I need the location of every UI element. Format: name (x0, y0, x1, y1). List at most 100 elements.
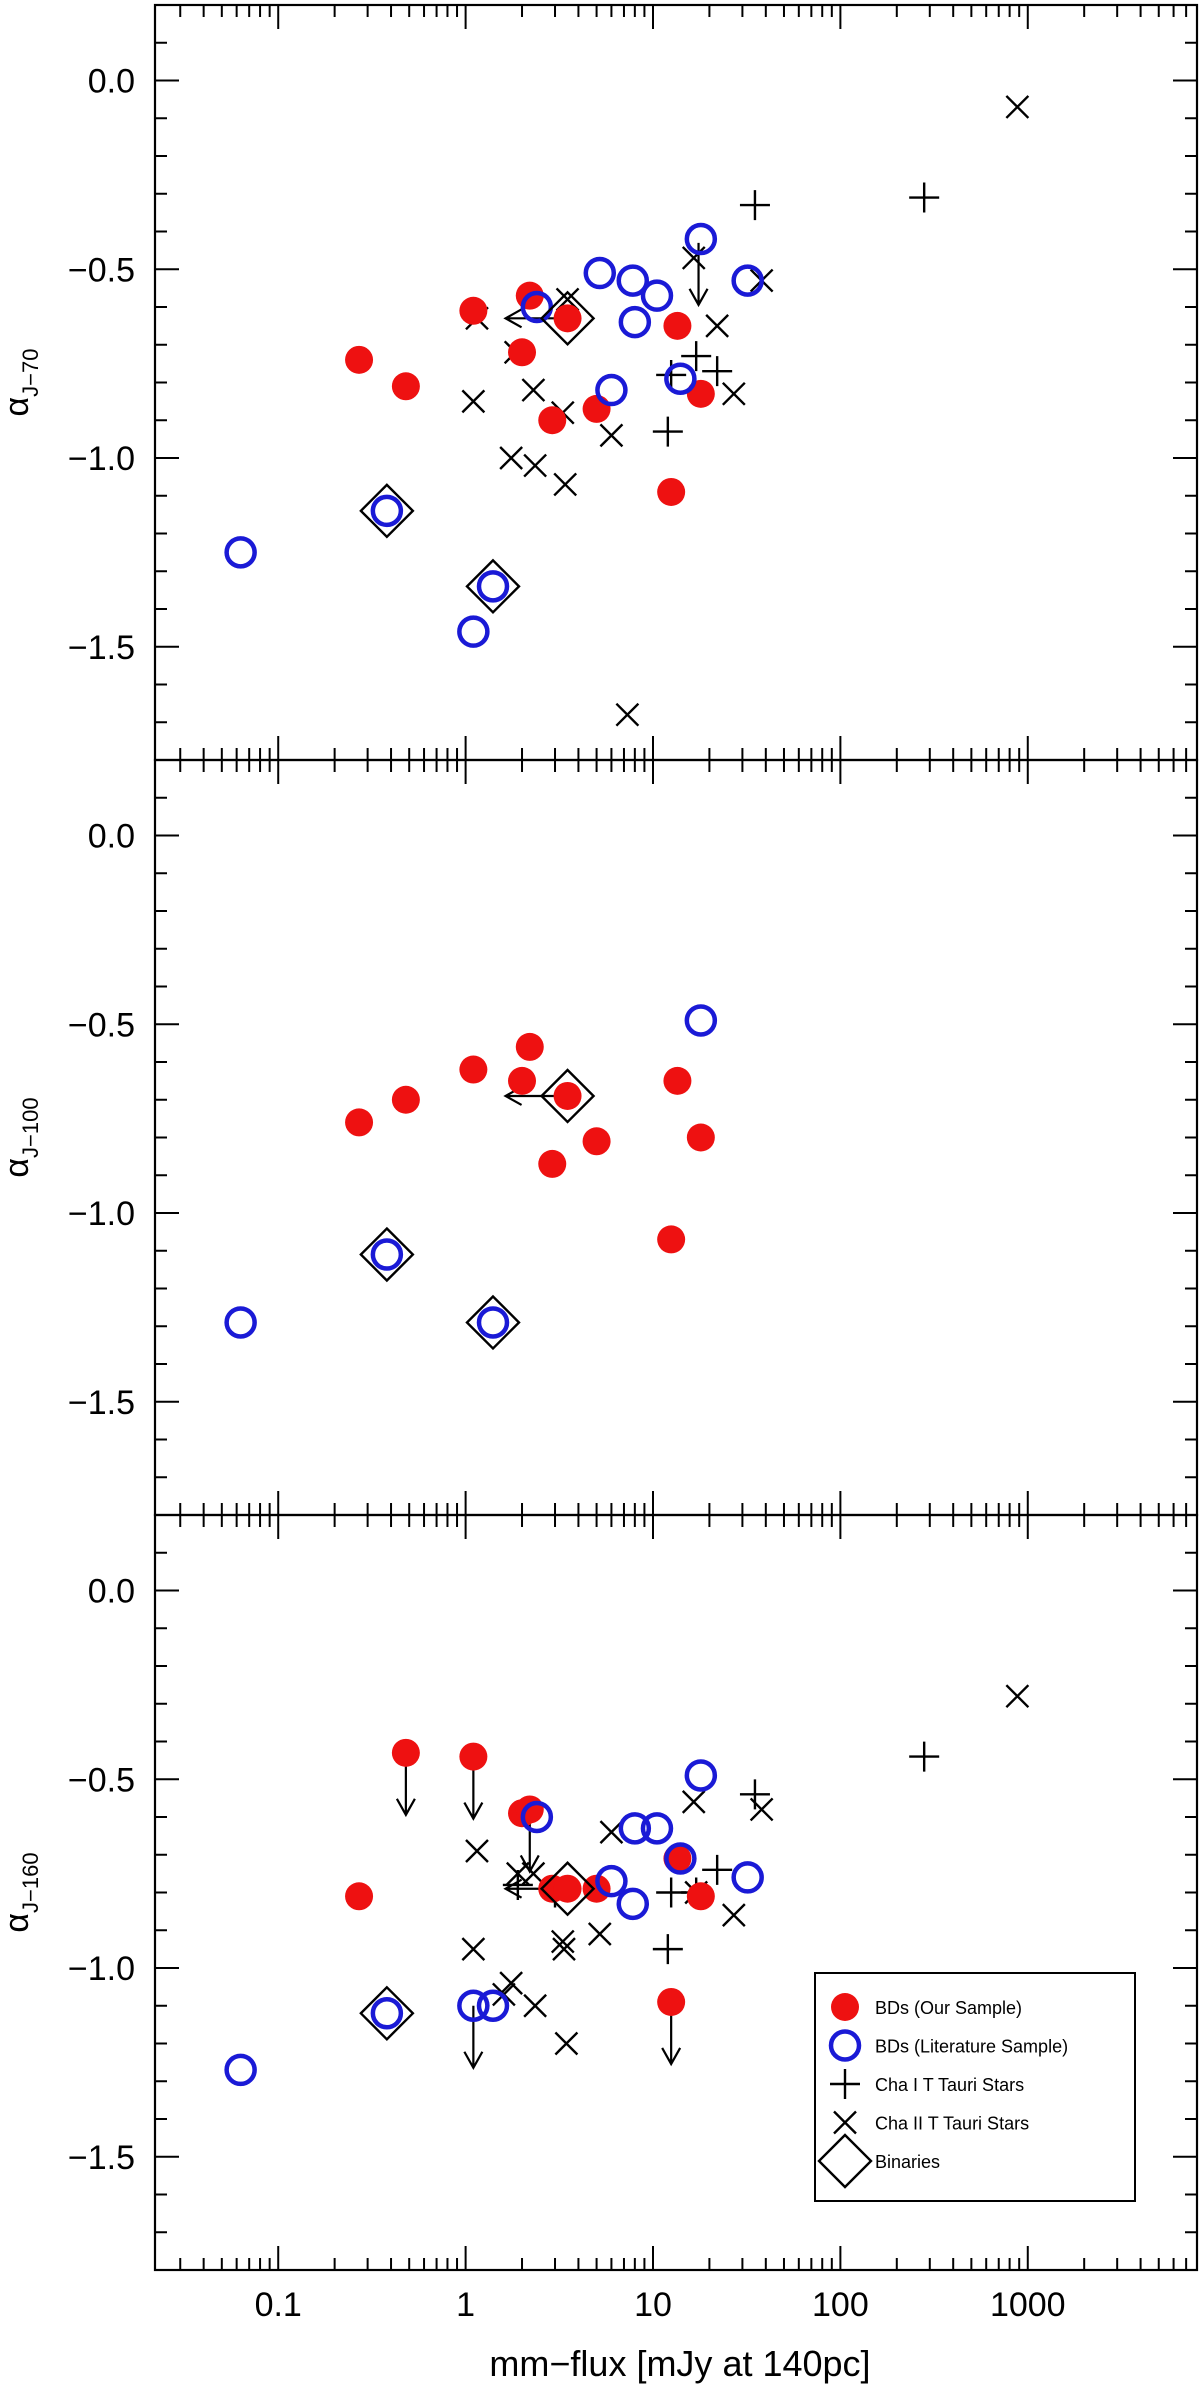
point-plus (909, 182, 940, 213)
panel-1: 0.0 −0.5 −1.0 −1.5 αJ−70 (0, 3, 1199, 762)
legend-marker-plus (830, 2069, 860, 2099)
point-red-dot (663, 311, 692, 340)
point-blue-circle (616, 1887, 650, 1921)
point-plus (702, 356, 733, 387)
point-cross (523, 453, 547, 478)
point-diamond (359, 1226, 415, 1283)
point-cross (550, 1929, 575, 1954)
y-tick-label: −1.5 (68, 2139, 135, 2177)
y-axis-label: αJ−100 (0, 1097, 43, 1177)
legend-label: BDs (Our Sample) (875, 1998, 1022, 2018)
series-plus (652, 182, 940, 447)
y-tick-label: 0.0 (88, 818, 135, 856)
point-red-dot (515, 1795, 544, 1824)
point-red-dot (657, 477, 686, 506)
y-axis-label-alpha: α (0, 397, 36, 417)
point-blue-circle (731, 264, 764, 297)
y-axis-label-subscript: J−100 (18, 1097, 43, 1158)
y-tick-label: −0.5 (68, 251, 135, 289)
point-blue-circle (520, 1800, 554, 1834)
series-blue-circle (224, 222, 764, 648)
y-axis-label: αJ−160 (0, 1852, 43, 1932)
legend-marker-diamond (817, 2133, 873, 2189)
point-cross (554, 2031, 579, 2056)
point-blue-circle (664, 1842, 697, 1875)
y-axis-label-subscript: J−160 (18, 1852, 43, 1913)
x-tick-label: 1000 (990, 2286, 1066, 2324)
point-blue-circle (476, 1989, 510, 2022)
point-cross (499, 446, 524, 470)
y-tick-label: −1.5 (68, 629, 135, 667)
point-cross (681, 1790, 706, 1814)
y-axis-label-alpha: α (0, 1158, 36, 1178)
panel-frame (153, 3, 1199, 762)
point-red-dot (657, 1987, 686, 2016)
point-blue-circle (520, 290, 554, 324)
y-axis-label-alpha: α (0, 1913, 36, 1933)
point-blue-circle (224, 1306, 257, 1339)
y-tick-label: −1.0 (68, 440, 135, 478)
point-red-dot (582, 1874, 611, 1903)
point-red-dot (515, 1032, 544, 1061)
y-axis-label: αJ−70 (0, 349, 43, 417)
y-axis-label-subscript: J−70 (18, 349, 43, 397)
point-red-dot (459, 1742, 488, 1771)
point-blue-circle (618, 1812, 652, 1845)
upper-limit-arrow (463, 2005, 484, 2070)
point-red-dot (345, 1108, 374, 1137)
point-cross (1005, 95, 1030, 119)
point-diamond (359, 483, 415, 539)
point-red-dot (391, 1085, 420, 1114)
point-plus (739, 1779, 770, 1810)
x-tick-label: 100 (812, 2286, 869, 2324)
point-blue-circle (476, 570, 510, 603)
point-red-dot (657, 1225, 686, 1254)
point-plus (909, 1741, 940, 1772)
series-diamond (359, 1861, 596, 2041)
x-tick-label: 1 (456, 2286, 475, 2324)
legend: BDs (Our Sample) BDs (Literature Sample) C… (814, 1972, 1136, 2202)
point-blue-circle (370, 494, 404, 528)
point-red-dot (553, 1081, 582, 1110)
legend-marker-cross (833, 2110, 857, 2135)
point-blue-circle (640, 279, 674, 312)
series-cross (461, 95, 1030, 727)
point-blue-circle (595, 373, 628, 407)
y-tick-label: −0.5 (68, 1761, 135, 1799)
point-diamond (359, 1985, 415, 2041)
y-tick-label: 0.0 (88, 63, 135, 101)
point-blue-circle (370, 1997, 404, 2030)
point-blue-circle (457, 1989, 490, 2022)
series-blue-circle (224, 1004, 718, 1339)
point-red-dot (345, 345, 374, 374)
panel-2: 0.0 −0.5 −1.0 −1.5 αJ−100 (0, 758, 1199, 1517)
point-red-dot (686, 1882, 715, 1911)
point-blue-circle (457, 615, 490, 648)
point-blue-circle (664, 362, 697, 395)
point-red-dot (553, 304, 582, 333)
point-blue-circle (476, 1306, 510, 1339)
point-red-dot (459, 296, 488, 325)
panel-3: 0.0 −0.5 −1.0 −1.5 αJ−160 (0, 1513, 1199, 2272)
y-tick-label: 0.0 (88, 1573, 135, 1611)
point-red-dot (391, 372, 420, 401)
legend-marker-red-dot (831, 1993, 859, 2021)
series-red-dot (345, 1032, 715, 1254)
legend-marker-diamond (817, 2133, 873, 2189)
point-red-dot (582, 1127, 611, 1156)
point-cross (521, 378, 546, 402)
point-cross (461, 389, 486, 414)
y-tick-label: −1.5 (68, 1384, 135, 1422)
point-blue-circle (595, 1864, 628, 1898)
point-diamond (539, 1861, 596, 1917)
point-cross (721, 1903, 746, 1927)
point-diamond (539, 1068, 596, 1124)
point-red-dot (459, 1055, 488, 1084)
series-diamond (359, 1068, 596, 1351)
point-blue-circle (583, 256, 617, 290)
point-red-dot (686, 1123, 715, 1152)
point-plus (652, 416, 683, 447)
legend-label: Cha II T Tauri Stars (875, 2114, 1029, 2134)
point-cross (523, 1993, 547, 2018)
